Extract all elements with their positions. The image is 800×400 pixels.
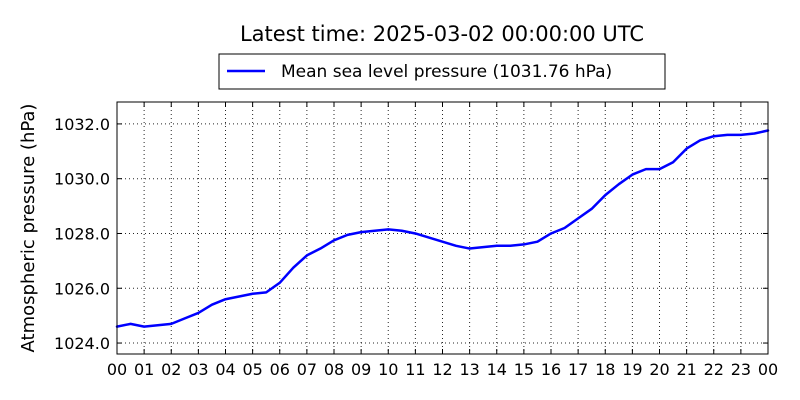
x-tick-label: 12	[432, 360, 452, 379]
y-tick-label: 1024.0	[54, 334, 110, 353]
x-tick-label: 22	[704, 360, 724, 379]
x-tick-label: 11	[405, 360, 425, 379]
x-tick-label: 05	[242, 360, 262, 379]
grid-layer	[117, 102, 768, 354]
legend-label: Mean sea level pressure (1031.76 hPa)	[281, 62, 612, 82]
x-tick-label: 21	[676, 360, 696, 379]
x-tick-label: 00	[758, 360, 778, 379]
x-tick-label: 16	[541, 360, 561, 379]
x-tick-label: 09	[351, 360, 371, 379]
x-tick-label: 00	[107, 360, 127, 379]
x-tick-label: 10	[378, 360, 398, 379]
y-tick-label: 1032.0	[54, 115, 110, 134]
x-tick-label: 01	[134, 360, 154, 379]
x-tick-label: 13	[459, 360, 479, 379]
x-tick-label: 18	[595, 360, 615, 379]
x-tick-label: 04	[215, 360, 235, 379]
x-tick-label: 07	[297, 360, 317, 379]
chart-title: Latest time: 2025-03-02 00:00:00 UTC	[240, 22, 644, 46]
x-tick-label: 15	[514, 360, 534, 379]
tick-layer	[116, 102, 769, 354]
y-tick-label: 1030.0	[54, 170, 110, 189]
x-tick-label: 19	[622, 360, 642, 379]
legend-box	[218, 53, 666, 90]
y-tick-label: 1026.0	[54, 279, 110, 298]
tick-label-layer: 00 01 02 03 04 05 06 07 08 09 10 11 12 13 14 15 16 17 18 19…	[54, 115, 778, 379]
x-tick-label: 06	[270, 360, 290, 379]
x-tick-label: 23	[731, 360, 751, 379]
plot-frame	[116, 101, 769, 355]
x-tick-label: 17	[568, 360, 588, 379]
x-tick-label: 14	[487, 360, 507, 379]
x-tick-label: 08	[324, 360, 344, 379]
y-tick-label: 1028.0	[54, 224, 110, 243]
series-layer	[115, 129, 770, 328]
x-tick-label: 03	[188, 360, 208, 379]
y-axis-label: Atmospheric pressure (hPa)	[18, 104, 39, 353]
x-tick-label: 20	[649, 360, 669, 379]
x-tick-label: 02	[161, 360, 181, 379]
mean-sea-level-pressure-line	[115, 129, 770, 328]
